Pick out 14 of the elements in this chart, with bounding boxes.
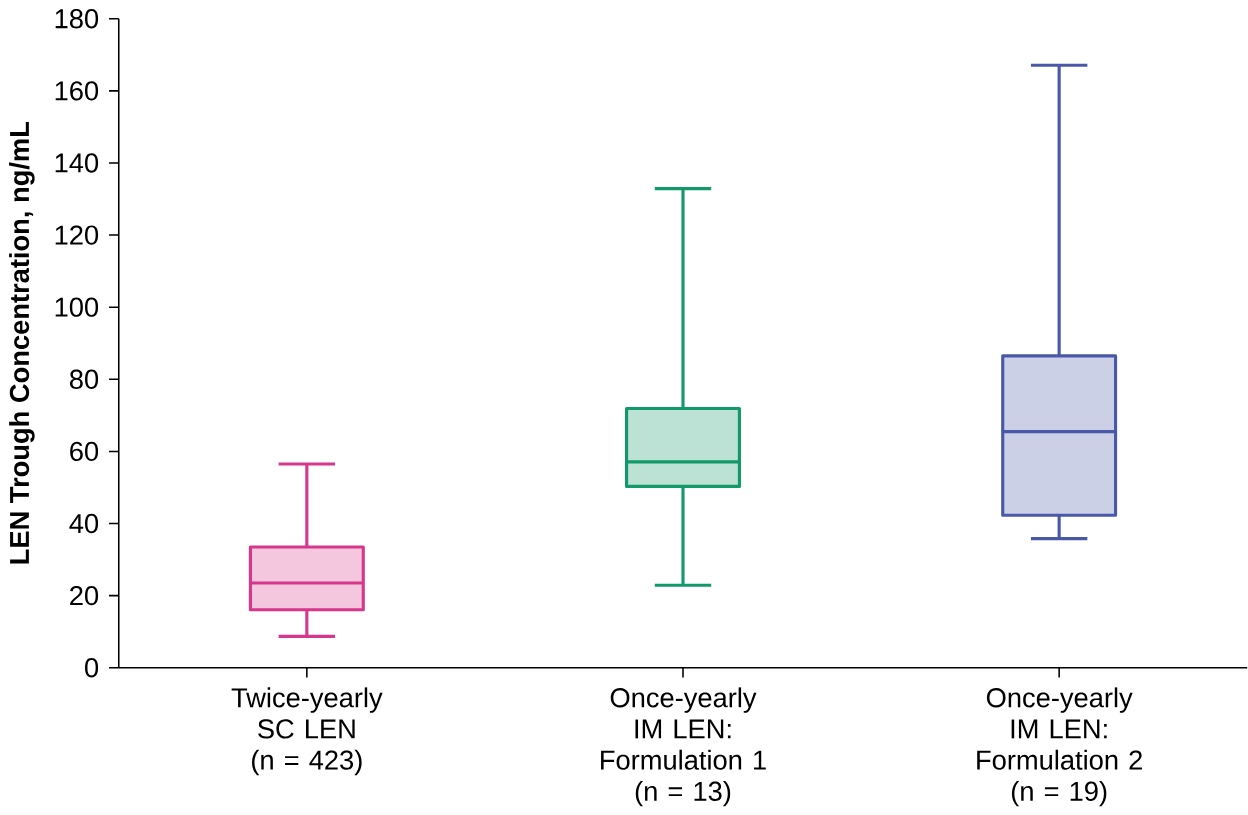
y-tick-label: 0: [85, 657, 99, 678]
y-axis-title: LEN Trough Concentration, ng/mL: [9, 121, 35, 564]
y-tick-label: 100: [55, 297, 99, 317]
x-tick-label: Twice-yearly SC LEN (n = 423): [231, 687, 383, 775]
y-tick-label: 20: [70, 585, 99, 606]
y-tick-label: 160: [55, 80, 99, 101]
x-tick-label: Once-yearly IM LEN: Formulation 2 (n = 19): [977, 687, 1142, 807]
y-tick-label: 60: [70, 441, 99, 461]
y-tick-label: 40: [69, 513, 99, 533]
y-tick-label: 140: [55, 153, 99, 173]
y-tick-label: 120: [55, 225, 99, 245]
y-tick-label: 80: [69, 369, 99, 389]
y-tick-label: 180: [55, 8, 99, 29]
x-tick-label: Once-yearly IM LEN: Formulation 1 (n = 13): [601, 687, 766, 807]
